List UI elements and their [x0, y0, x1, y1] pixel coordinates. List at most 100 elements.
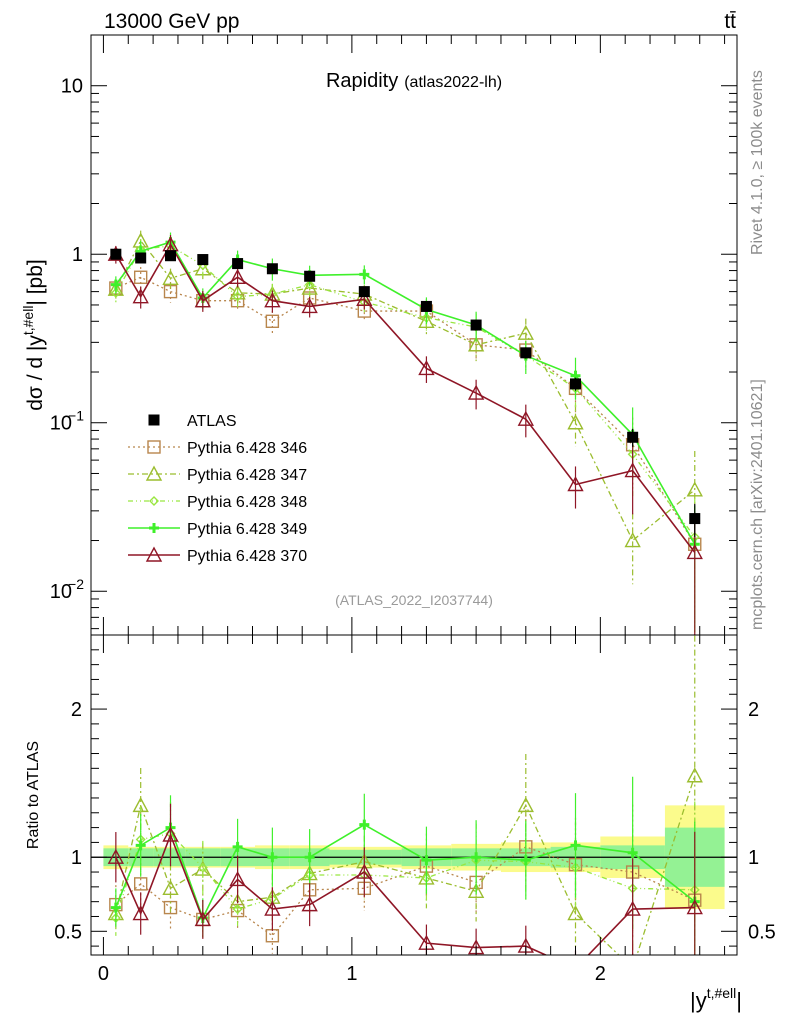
data-point	[358, 286, 370, 298]
main-frame	[90, 34, 738, 636]
data-point	[165, 250, 177, 262]
data-point	[570, 840, 581, 851]
data-point	[132, 905, 149, 921]
data-point	[517, 410, 534, 426]
legend-item: ATLAS	[148, 413, 237, 430]
data-point	[304, 852, 315, 863]
legend-item: Pythia 6.428 349	[128, 521, 307, 538]
header-left: 13000 GeV pp	[104, 10, 239, 33]
svg-text:dσ / d |yt,#ell| [pb]: dσ / d |yt,#ell| [pb]	[20, 259, 47, 411]
y-tick-label: 10−1	[50, 408, 84, 435]
legend-label: ATLAS	[187, 413, 237, 430]
legend-marker	[145, 465, 163, 481]
data-point	[264, 292, 281, 308]
series-line	[115, 832, 695, 955]
mcplots-label: mcplots.cern.ch [arXiv:2401.10621]	[749, 379, 766, 630]
main-panel: 10−2 10−1 1 10 Rapidity (atlas2022-lh) (ATLA…	[20, 34, 738, 636]
series-line	[115, 239, 696, 542]
data-point	[418, 312, 435, 328]
data-point	[107, 848, 125, 864]
legend-label: Pythia 6.428 346	[187, 440, 307, 457]
data-point	[359, 819, 370, 830]
legend: ATLAS Pythia 6.428 346 Pythia 6.428 347 Pyt…	[128, 413, 307, 565]
data-point	[627, 431, 639, 443]
data-point	[135, 252, 147, 264]
data-point	[162, 879, 179, 896]
data-point	[569, 961, 583, 974]
data-point	[686, 767, 703, 783]
data-point	[266, 263, 278, 275]
data-point	[520, 347, 532, 359]
data-point	[265, 314, 280, 328]
y-tick-label-right: 0.5	[748, 921, 776, 943]
legend-marker	[149, 496, 159, 506]
series-line	[115, 245, 696, 538]
data-point	[567, 476, 584, 492]
legend-item: Pythia 6.428 346	[128, 440, 307, 457]
y-tick-label: 2	[71, 699, 82, 721]
data-point	[689, 513, 701, 525]
data-point	[229, 284, 246, 300]
x-axis-label: |yt,#ell|	[690, 985, 742, 1013]
ratio-pythia-6-428-370	[107, 803, 703, 974]
series-line	[115, 775, 696, 955]
data-point	[421, 855, 432, 866]
data-point	[626, 961, 640, 974]
data-point	[197, 862, 208, 873]
svg-text:|yt,#ell|: |yt,#ell|	[690, 985, 742, 1013]
data-point	[517, 324, 534, 340]
data-point	[686, 899, 703, 915]
data-point	[135, 840, 146, 851]
ratio-panel: 0.5 0.5 1 1 2 2 0 1 2 Ratio to ATLAS |yt,#ell|	[25, 634, 776, 1013]
data-point	[467, 384, 485, 400]
data-point	[110, 248, 122, 260]
data-point	[418, 359, 435, 376]
x-tick-label: 1	[346, 963, 357, 985]
data-point	[624, 532, 641, 548]
data-point	[110, 287, 121, 298]
data-point	[133, 877, 148, 891]
data-point	[194, 292, 211, 308]
data-point	[264, 900, 281, 916]
data-point	[356, 863, 373, 879]
data-point	[517, 796, 534, 813]
data-point	[110, 279, 121, 290]
series-pythia-6-428-349	[110, 232, 700, 633]
data-point	[570, 378, 581, 390]
data-point	[107, 280, 125, 296]
ratio-series	[107, 635, 703, 974]
data-point	[420, 300, 432, 312]
data-point	[627, 847, 638, 858]
data-point	[567, 905, 584, 921]
legend-marker	[149, 523, 159, 533]
data-point	[229, 268, 246, 284]
y-tick-label: 0.5	[54, 921, 82, 943]
data-point	[304, 270, 316, 282]
ratio-frame	[90, 634, 738, 956]
data-point	[110, 902, 121, 913]
data-point	[132, 288, 149, 304]
data-point	[686, 543, 703, 560]
y-tick-label-right: 1	[748, 847, 759, 869]
header-right: tt̄	[724, 10, 736, 33]
data-point	[229, 870, 246, 887]
series-atlas	[110, 248, 701, 537]
x-tick-label: 0	[98, 963, 109, 985]
legend-label: Pythia 6.428 348	[187, 494, 307, 511]
data-point	[162, 269, 179, 285]
legend-label: Pythia 6.428 347	[187, 467, 307, 484]
data-point	[194, 910, 211, 927]
legend-label: Pythia 6.428 349	[187, 521, 307, 538]
data-point	[133, 270, 148, 284]
data-point	[304, 279, 315, 290]
legend-item: Pythia 6.428 347	[128, 465, 307, 484]
data-point	[520, 855, 531, 866]
data-point	[471, 852, 482, 863]
y-tick-label: 10	[61, 76, 83, 98]
series-line	[115, 823, 696, 921]
y-tick-label: 1	[72, 244, 83, 266]
data-point	[686, 481, 703, 497]
data-point	[467, 882, 485, 898]
legend-marker	[148, 414, 160, 426]
